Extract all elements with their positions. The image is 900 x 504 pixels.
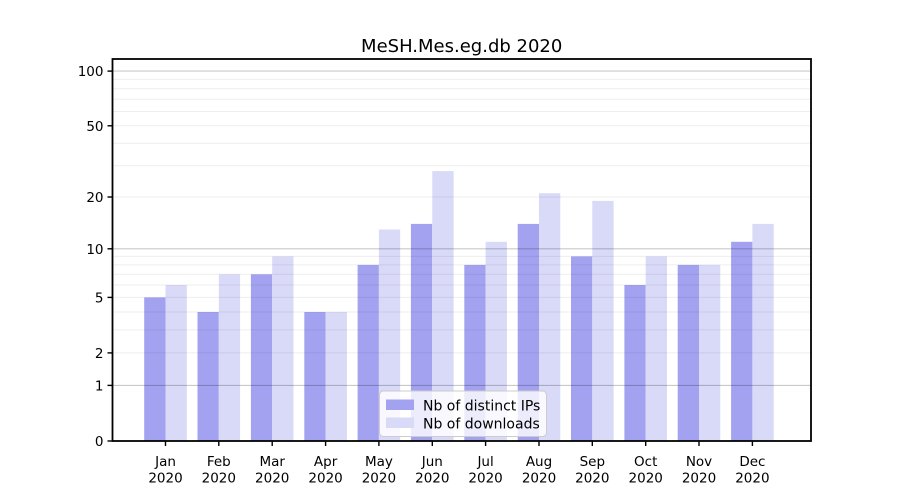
x-tick-label-sep-2020-line1: Sep [580, 454, 605, 470]
x-tick-label-mar-2020-line1: Mar [259, 454, 285, 470]
x-tick-label-feb-2020-line2: 2020 [202, 471, 236, 487]
x-tick-label-jan-2020-line1: Jan [154, 454, 176, 470]
y-tick-label-1: 1 [95, 378, 104, 394]
bar-nb-of-distinct-ips-apr-2020 [304, 312, 326, 441]
bar-nb-of-distinct-ips-feb-2020 [197, 312, 219, 441]
bar-nb-of-distinct-ips-aug-2020 [517, 223, 539, 441]
legend-swatch-distinct-ips [386, 399, 414, 410]
bar-nb-of-distinct-ips-jun-2020 [410, 223, 433, 441]
x-tick-label-aug-2020-line1: Aug [526, 454, 552, 470]
x-tick-label-dec-2020-line2: 2020 [735, 471, 769, 487]
y-tick-label-100: 100 [78, 64, 104, 80]
y-tick-label-50: 50 [86, 119, 103, 135]
legend-label-downloads: Nb of downloads [423, 417, 540, 433]
bar-nb-of-downloads-jan-2020 [165, 285, 187, 441]
legend-label-distinct-ips: Nb of distinct IPs [423, 399, 540, 415]
legend-swatch-downloads [386, 417, 414, 428]
bar-nb-of-downloads-oct-2020 [645, 256, 667, 441]
x-tick-label-nov-2020-line1: Nov [686, 454, 712, 470]
x-tick-label-jul-2020-line2: 2020 [468, 471, 502, 487]
bar-nb-of-downloads-dec-2020 [752, 223, 774, 441]
bar-nb-of-downloads-feb-2020 [218, 274, 241, 441]
bar-nb-of-downloads-nov-2020 [699, 264, 721, 441]
plot-border [111, 58, 812, 442]
x-tick-label-apr-2020-line2: 2020 [308, 471, 342, 487]
bar-nb-of-distinct-ips-nov-2020 [677, 264, 699, 441]
bar-nb-of-downloads-aug-2020 [539, 193, 561, 441]
x-tick-label-may-2020-line2: 2020 [362, 471, 396, 487]
bar-nb-of-distinct-ips-jan-2020 [144, 297, 166, 441]
bar-nb-of-downloads-sep-2020 [592, 200, 614, 441]
x-tick-label-mar-2020-line2: 2020 [255, 471, 289, 487]
x-tick-label-apr-2020-line1: Apr [314, 454, 338, 470]
x-tick-label-jul-2020-line1: Jul [476, 454, 493, 470]
bar-nb-of-downloads-apr-2020 [325, 312, 347, 441]
chart-title: MeSH.Mes.eg.db 2020 [361, 36, 562, 57]
bar-nb-of-distinct-ips-dec-2020 [731, 241, 753, 441]
bar-nb-of-distinct-ips-oct-2020 [624, 285, 646, 441]
bar-nb-of-downloads-jun-2020 [432, 171, 454, 441]
x-tick-label-sep-2020-line2: 2020 [575, 471, 609, 487]
bar-nb-of-downloads-may-2020 [378, 229, 401, 441]
x-tick-label-oct-2020-line1: Oct [634, 454, 657, 470]
y-tick-label-10: 10 [86, 242, 103, 258]
y-tick-label-0: 0 [95, 434, 104, 450]
x-tick-label-feb-2020-line1: Feb [207, 454, 231, 470]
y-tick-label-20: 20 [86, 190, 103, 206]
x-tick-label-oct-2020-line2: 2020 [629, 471, 663, 487]
x-tick-label-may-2020-line1: May [365, 454, 393, 470]
legend-box [379, 390, 547, 437]
legend: Nb of distinct IPs Nb of downloads [379, 390, 547, 437]
bar-nb-of-downloads-mar-2020 [272, 256, 294, 441]
x-tick-label-jun-2020-line1: Jun [421, 454, 443, 470]
x-tick-label-jun-2020-line2: 2020 [415, 471, 449, 487]
x-tick-label-nov-2020-line2: 2020 [682, 471, 716, 487]
bar-nb-of-distinct-ips-may-2020 [357, 264, 379, 441]
bar-nb-of-distinct-ips-sep-2020 [571, 256, 593, 441]
x-tick-label-aug-2020-line2: 2020 [522, 471, 556, 487]
x-tick-label-dec-2020-line1: Dec [739, 454, 765, 470]
y-tick-label-5: 5 [95, 290, 104, 306]
x-tick-label-jan-2020-line2: 2020 [148, 471, 182, 487]
y-tick-label-2: 2 [95, 346, 104, 362]
bar-nb-of-distinct-ips-mar-2020 [250, 274, 273, 441]
